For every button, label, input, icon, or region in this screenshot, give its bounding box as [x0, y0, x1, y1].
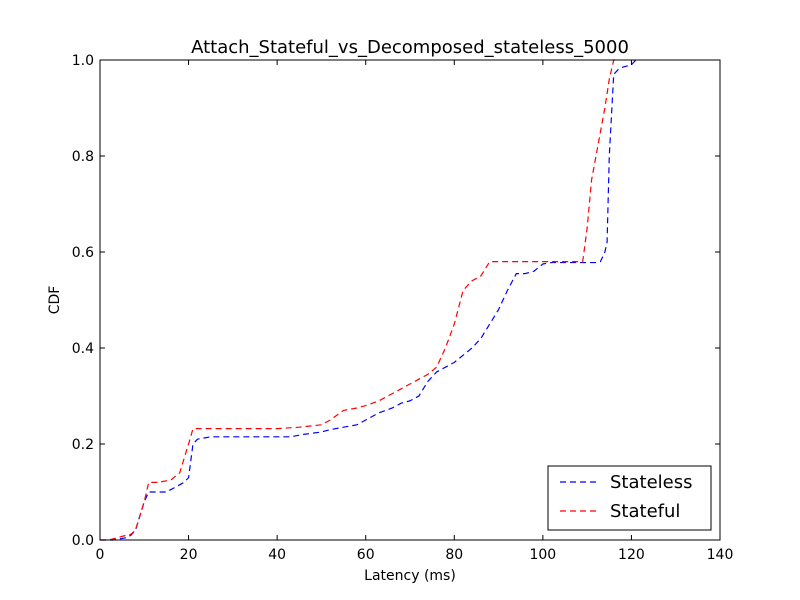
- x-tick-label: 60: [357, 547, 375, 563]
- y-tick-label: 0.2: [72, 437, 94, 453]
- plot-area: 0 20 40 60 80 100 120 140 0.0 0.2 0.4 0.6 0.8 1.0: [72, 53, 734, 563]
- x-axis-label: Latency (ms): [364, 568, 456, 584]
- x-tick-label: 140: [707, 547, 734, 563]
- plot-frame: [99, 59, 721, 541]
- y-axis-label: CDF: [47, 286, 63, 315]
- x-tick-label: 80: [445, 547, 463, 563]
- legend-box: [547, 465, 712, 531]
- x-tick-label: 20: [180, 547, 198, 563]
- series-line-stateless: [100, 59, 637, 541]
- chart-title: Attach_Stateful_vs_Decomposed_stateless_…: [191, 37, 629, 58]
- legend: Stateless Stateful: [547, 465, 712, 531]
- x-tick-label: 100: [529, 547, 556, 563]
- legend-label-stateless: Stateless: [610, 472, 692, 493]
- legend-label-stateful: Stateful: [610, 501, 680, 522]
- x-tick-label: 0: [96, 547, 105, 563]
- y-tick-label: 1.0: [72, 53, 94, 69]
- tick-layer: 0 20 40 60 80 100 120 140 0.0 0.2 0.4 0.6 0.8 1.0: [72, 53, 734, 563]
- series-line-stateful: [100, 59, 619, 541]
- y-tick-label: 0.8: [72, 149, 94, 165]
- y-tick-label: 0.6: [72, 245, 94, 261]
- y-tick-label: 0.0: [72, 533, 94, 549]
- x-tick-label: 120: [618, 547, 645, 563]
- y-tick-label: 0.4: [72, 341, 94, 357]
- x-tick-label: 40: [268, 547, 286, 563]
- series-layer: [100, 59, 637, 541]
